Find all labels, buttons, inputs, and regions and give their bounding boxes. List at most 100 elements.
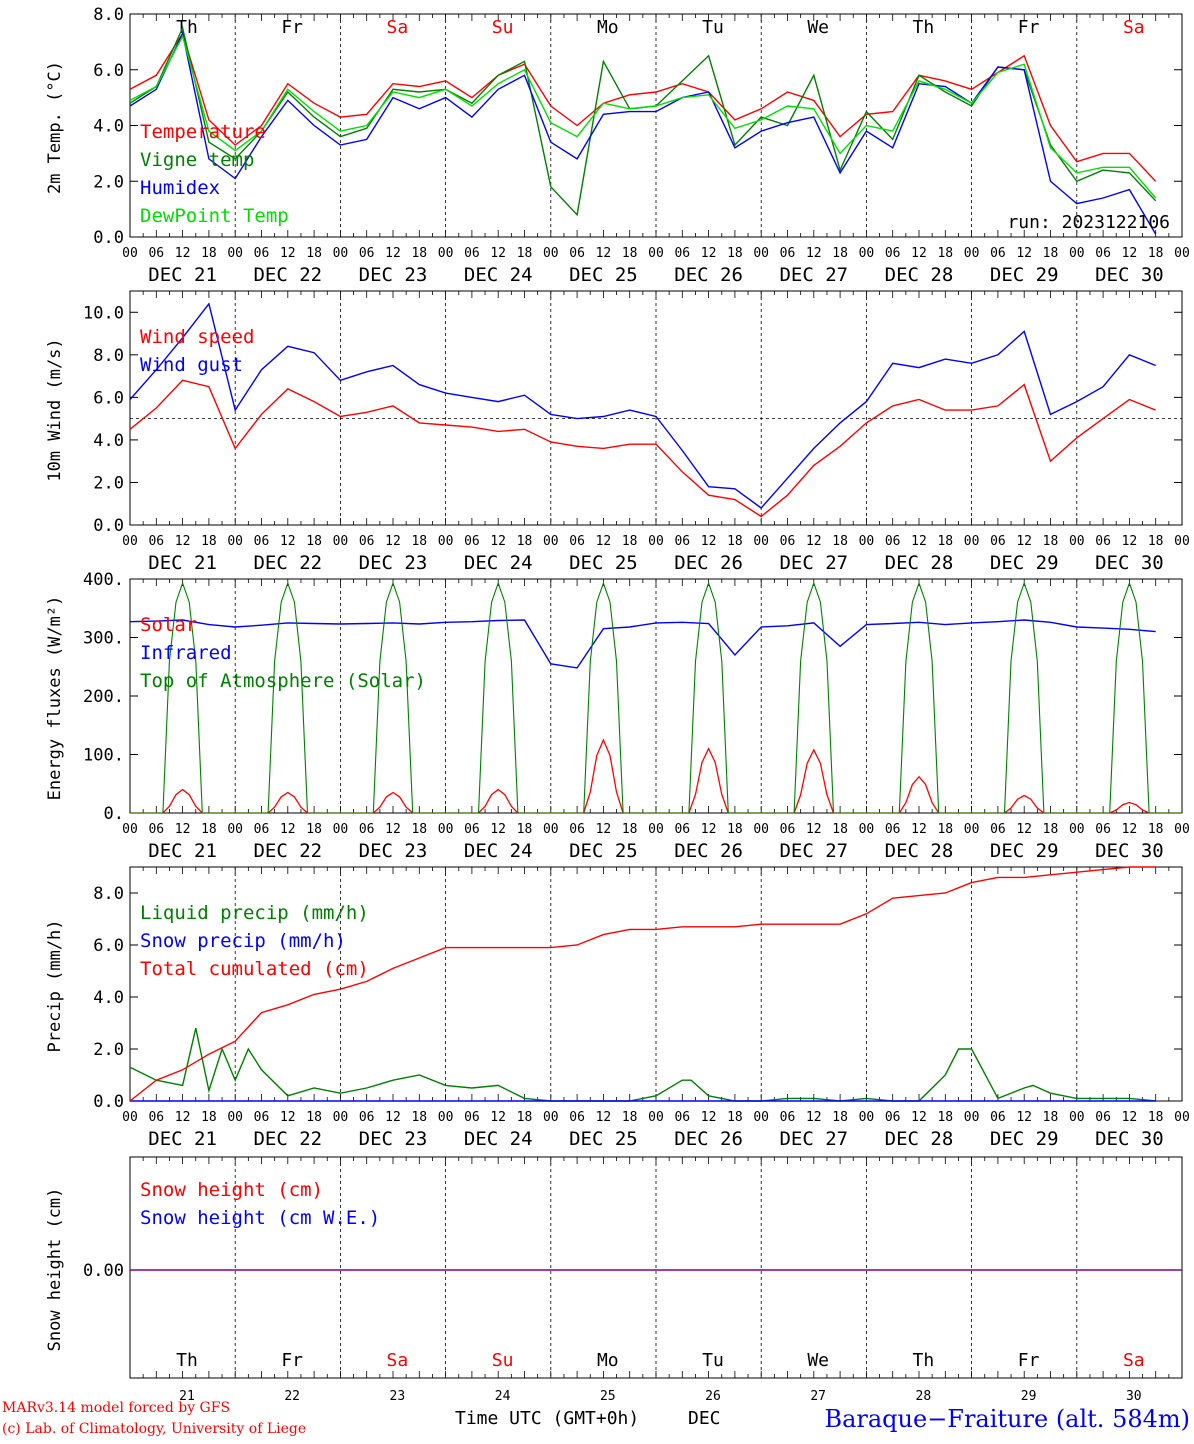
date-label: DEC 24 xyxy=(464,1128,533,1150)
x-tick-label: 12 xyxy=(1122,822,1138,837)
x-tick-label: 06 xyxy=(148,534,164,549)
series-top-of-atmosphere-solar-day xyxy=(235,581,341,814)
series-top-of-atmosphere-solar-day xyxy=(445,581,551,814)
x-tick-label: 12 xyxy=(490,822,506,837)
x-tick-label: 06 xyxy=(780,534,796,549)
y-axis-label: Precip (mm/h) xyxy=(45,919,65,1052)
y-tick-label: 8.0 xyxy=(93,884,124,904)
date-label: DEC 25 xyxy=(569,840,638,862)
x-tick-label: 06 xyxy=(1095,1110,1111,1125)
x-tick-label: 18 xyxy=(1148,246,1164,261)
date-label: DEC 23 xyxy=(359,840,428,862)
x-tick-label: 18 xyxy=(201,822,217,837)
x-tick-label: 00 xyxy=(753,246,769,261)
x-tick-label: 00 xyxy=(753,822,769,837)
date-label: DEC 28 xyxy=(885,840,954,862)
x-tick-label: 12 xyxy=(280,1110,296,1125)
x-tick-label: 00 xyxy=(543,534,559,549)
date-label: DEC 23 xyxy=(359,552,428,574)
date-label: DEC 21 xyxy=(148,552,217,574)
y-tick-label: 2.0 xyxy=(93,172,124,192)
legend-entry: Snow precip (mm/h) xyxy=(140,930,346,952)
x-tick-label: 12 xyxy=(701,246,717,261)
x-tick-label: 18 xyxy=(727,534,743,549)
x-tick-label: 18 xyxy=(622,534,638,549)
legend-entry: Temperature xyxy=(140,121,266,143)
credit-line-2: (c) Lab. of Climatology, University of L… xyxy=(2,1421,306,1437)
panel-1: 0.0 2.0 4.0 6.0 8.0 2m Temp. (°C) 00 06 12 18 DEC … xyxy=(45,5,1190,286)
x-tick-label: 00 xyxy=(122,822,138,837)
x-tick-label: 06 xyxy=(359,534,375,549)
date-label: DEC 22 xyxy=(253,840,322,862)
series-total-cumulated-cm xyxy=(129,866,1156,1102)
x-tick-label: 00 xyxy=(859,246,875,261)
x-tick-label: 00 xyxy=(227,246,243,261)
x-tick-label: 06 xyxy=(990,246,1006,261)
plot-frame xyxy=(129,13,1183,238)
y-axis-label: 10m Wind (m/s) xyxy=(45,338,65,481)
x-tick-label: 06 xyxy=(674,534,690,549)
x-tick-label: 12 xyxy=(280,534,296,549)
y-axis-label: 2m Temp. (°C) xyxy=(45,61,65,194)
legend-entry: Infrared xyxy=(140,642,232,664)
x-tick-label: 06 xyxy=(254,246,270,261)
x-tick-label: 00 xyxy=(753,534,769,549)
y-tick-label: 0.0 xyxy=(93,516,124,536)
x-tick-label: 12 xyxy=(596,1110,612,1125)
x-tick-label: 06 xyxy=(569,822,585,837)
day-name: Fr xyxy=(281,17,303,38)
x-tick-label: 06 xyxy=(464,1110,480,1125)
x-tick-label: 18 xyxy=(832,1110,848,1125)
y-tick-label: 200. xyxy=(83,687,124,707)
day-name: Sa xyxy=(1123,17,1145,38)
y-tick-label: 2.0 xyxy=(93,1040,124,1060)
series-dewpoint-temp xyxy=(129,34,1157,199)
x-tick-label: 18 xyxy=(832,534,848,549)
x-tick-label: 00 xyxy=(227,534,243,549)
x-tick-label: 06 xyxy=(254,822,270,837)
day-number: 22 xyxy=(284,1389,300,1404)
series-solar-day xyxy=(550,738,656,814)
date-label: DEC 25 xyxy=(569,552,638,574)
series-infrared xyxy=(129,619,1156,669)
x-tick-label: 00 xyxy=(1174,822,1190,837)
x-tick-label: 00 xyxy=(964,534,980,549)
x-tick-label: 18 xyxy=(201,1110,217,1125)
x-tick-label: 18 xyxy=(727,1110,743,1125)
y-tick-label: 8.0 xyxy=(93,346,124,366)
panel-3: 0. 100. 200. 300. 400. Energy fluxes (W/m²) 00… xyxy=(45,570,1190,862)
x-tick-label: 06 xyxy=(148,1110,164,1125)
x-tick-label: 12 xyxy=(1016,534,1032,549)
day-name: Fr xyxy=(281,1350,303,1371)
date-label: DEC 22 xyxy=(253,1128,322,1150)
x-tick-label: 12 xyxy=(490,1110,506,1125)
x-tick-label: 06 xyxy=(780,246,796,261)
date-label: DEC 29 xyxy=(990,264,1059,286)
series-top-of-atmosphere-solar-day xyxy=(656,581,762,814)
x-tick-label: 06 xyxy=(885,534,901,549)
x-tick-label: 12 xyxy=(596,534,612,549)
day-number: 30 xyxy=(1126,1389,1142,1404)
x-tick-label: 06 xyxy=(569,534,585,549)
y-axis-label: Snow height (cm) xyxy=(45,1188,65,1352)
date-label: DEC 27 xyxy=(779,552,848,574)
x-axis-month: DEC xyxy=(688,1408,721,1429)
date-label: DEC 26 xyxy=(674,840,743,862)
x-tick-label: 18 xyxy=(622,822,638,837)
x-tick-label: 18 xyxy=(201,534,217,549)
x-tick-label: 00 xyxy=(333,1110,349,1125)
date-label: DEC 26 xyxy=(674,264,743,286)
series-solar-day xyxy=(656,747,762,814)
x-tick-label: 12 xyxy=(911,534,927,549)
x-tick-label: 00 xyxy=(1069,534,1085,549)
date-label: DEC 30 xyxy=(1095,264,1164,286)
x-tick-label: 18 xyxy=(517,822,533,837)
x-tick-label: 18 xyxy=(727,822,743,837)
day-name: Sa xyxy=(387,1350,409,1371)
x-tick-label: 12 xyxy=(806,1110,822,1125)
date-label: DEC 30 xyxy=(1095,840,1164,862)
run-annotation: run: 2023122106 xyxy=(1007,212,1170,233)
x-tick-label: 18 xyxy=(937,534,953,549)
series-solar-day xyxy=(761,748,867,814)
